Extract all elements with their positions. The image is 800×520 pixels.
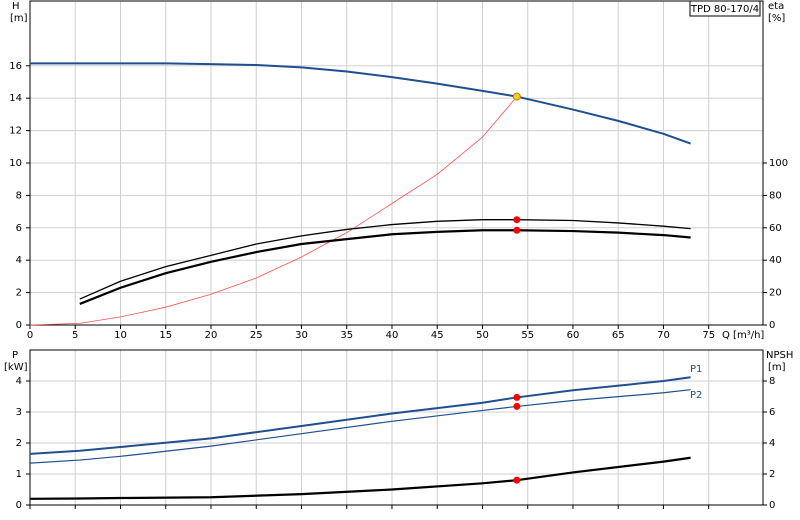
x-tick-label: 70 xyxy=(657,330,670,341)
y2-unit: [m] xyxy=(768,362,786,373)
y-tick-label: 8 xyxy=(16,190,22,201)
y-tick-label: 12 xyxy=(9,126,22,137)
y-tick-label: 0 xyxy=(16,500,22,511)
y2-tick-label: 0 xyxy=(769,500,775,511)
y2-unit: [%] xyxy=(768,13,785,24)
y2-tick-label: 80 xyxy=(769,190,782,201)
plot-frame xyxy=(29,349,764,506)
curve xyxy=(79,229,691,305)
y-tick-label: 2 xyxy=(16,288,22,299)
y2-tick-label: 60 xyxy=(769,223,782,234)
y2-tick-label: 2 xyxy=(769,469,775,480)
curve xyxy=(29,456,691,500)
y-label: P xyxy=(12,350,18,361)
y-tick-label: 4 xyxy=(16,376,22,387)
x-tick-label: 0 xyxy=(27,330,33,341)
curve xyxy=(30,62,691,145)
y-unit: [kW] xyxy=(4,362,28,373)
x-tick-label: 60 xyxy=(567,330,580,341)
legend-label: P1 xyxy=(690,364,702,375)
x-label: Q [m³/h] xyxy=(722,330,764,341)
curve xyxy=(79,219,691,300)
legend-label: P2 xyxy=(690,390,702,401)
y2-tick-label: 8 xyxy=(769,376,775,387)
y-tick-label: 10 xyxy=(9,158,22,169)
operating-point xyxy=(513,216,521,224)
y-unit: [m] xyxy=(10,13,28,24)
y-tick-label: 0 xyxy=(16,320,22,331)
x-tick-label: 65 xyxy=(612,330,625,341)
x-tick-label: 20 xyxy=(205,330,218,341)
y2-tick-label: 6 xyxy=(769,407,775,418)
x-tick-label: 5 xyxy=(72,330,78,341)
x-tick-label: 50 xyxy=(476,330,489,341)
y-tick-label: 1 xyxy=(16,469,22,480)
y-tick-label: 2 xyxy=(16,438,22,449)
operating-point xyxy=(513,476,521,484)
y2-tick-label: 4 xyxy=(769,438,775,449)
chart-title: TPD 80-170/4 xyxy=(690,4,759,15)
y2-label: NPSH xyxy=(766,350,793,361)
x-tick-label: 75 xyxy=(702,330,715,341)
y2-label: eta xyxy=(768,1,784,12)
y2-tick-label: 0 xyxy=(769,320,775,331)
curve xyxy=(29,376,691,455)
y-tick-label: 4 xyxy=(16,255,22,266)
curve xyxy=(29,96,518,326)
y2-tick-label: 40 xyxy=(769,255,782,266)
x-tick-label: 55 xyxy=(521,330,534,341)
operating-point xyxy=(513,393,521,401)
x-tick-label: 35 xyxy=(340,330,353,341)
y-tick-label: 16 xyxy=(9,61,22,72)
x-tick-label: 15 xyxy=(159,330,172,341)
x-tick-label: 30 xyxy=(295,330,308,341)
y-tick-label: 14 xyxy=(9,93,22,104)
operating-point xyxy=(513,402,521,410)
y2-tick-label: 20 xyxy=(769,288,782,299)
curve xyxy=(29,389,691,464)
x-tick-label: 25 xyxy=(250,330,263,341)
x-tick-label: 10 xyxy=(114,330,127,341)
y-tick-label: 3 xyxy=(16,407,22,418)
y-label: H xyxy=(12,1,20,12)
operating-point xyxy=(512,92,521,101)
y2-tick-label: 100 xyxy=(769,158,788,169)
y-tick-label: 6 xyxy=(16,223,22,234)
x-tick-label: 40 xyxy=(386,330,399,341)
operating-point xyxy=(513,226,521,234)
x-tick-label: 45 xyxy=(431,330,444,341)
title-box xyxy=(689,0,761,17)
